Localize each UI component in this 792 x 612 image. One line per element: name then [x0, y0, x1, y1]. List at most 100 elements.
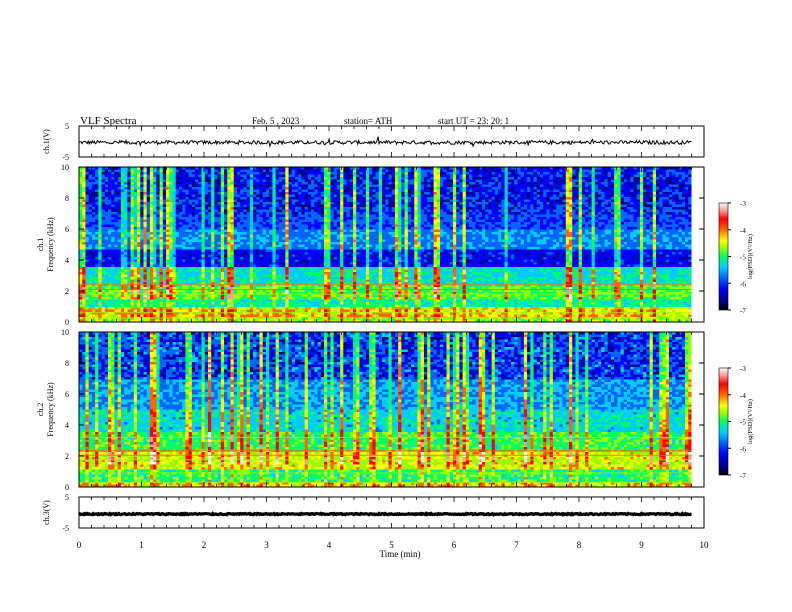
- psd-cell: [217, 179, 222, 183]
- psd-cell: [137, 189, 141, 193]
- psd-cell: [362, 202, 367, 205]
- psd-cell: [433, 222, 438, 225]
- psd-cell: [459, 227, 464, 230]
- psd-cell: [111, 207, 115, 210]
- psd-cell: [662, 184, 667, 188]
- psd-cell: [288, 194, 293, 198]
- psd-cell: [185, 209, 189, 213]
- psd-cell: [485, 174, 489, 178]
- psd-cell: [398, 199, 402, 203]
- psd-cell: [224, 207, 228, 210]
- psd-cell: [510, 187, 515, 190]
- psd-cell: [569, 217, 573, 220]
- psd-cell: [95, 184, 99, 188]
- psd-cell: [443, 174, 447, 178]
- psd-cell: [285, 172, 289, 175]
- psd-cell: [140, 209, 144, 213]
- psd-cell: [198, 209, 202, 213]
- psd-cell: [485, 214, 489, 218]
- psd-cell: [95, 207, 99, 210]
- psd-cell: [427, 199, 431, 203]
- psd-cell: [598, 217, 602, 220]
- psd-cell: [185, 222, 189, 225]
- psd-cell: [353, 202, 357, 205]
- psd-cell: [685, 167, 689, 170]
- psd-cell: [298, 212, 302, 215]
- psd-cell: [401, 177, 405, 180]
- psd-cell: [214, 182, 219, 185]
- psd-cell: [433, 224, 438, 228]
- psd-cell: [156, 167, 160, 170]
- psd-cell: [307, 187, 312, 190]
- psd-cell: [688, 204, 692, 208]
- psd-cell: [336, 172, 341, 175]
- psd-cell: [95, 169, 99, 173]
- psd-cell: [340, 202, 344, 205]
- psd-cell: [98, 189, 102, 193]
- psd-cell: [124, 219, 128, 223]
- psd-cell: [488, 202, 493, 205]
- psd-cell: [549, 194, 554, 198]
- psd-cell: [162, 192, 167, 195]
- psd-cell: [488, 194, 493, 198]
- psd-cell: [665, 197, 670, 200]
- psd-cell: [104, 209, 109, 213]
- psd-cell: [169, 227, 173, 230]
- psd-cell: [256, 177, 260, 180]
- psd-cell: [104, 219, 109, 223]
- psd-cell: [114, 229, 119, 233]
- psd-cell: [236, 214, 241, 218]
- psd-cell: [510, 217, 515, 220]
- psd-cell: [659, 197, 663, 200]
- psd-cell: [265, 172, 270, 175]
- psd-cell: [588, 197, 592, 200]
- psd-cell: [404, 182, 409, 185]
- psd-cell: [646, 224, 650, 228]
- psd-cell: [82, 209, 86, 213]
- psd-cell: [185, 227, 189, 230]
- psd-cell: [333, 194, 338, 198]
- psd-cell: [539, 169, 544, 173]
- psd-cell: [265, 229, 270, 233]
- psd-cell: [501, 169, 505, 173]
- psd-cell: [324, 177, 328, 180]
- psd-cell: [668, 207, 673, 210]
- psd-cell: [585, 172, 589, 175]
- psd-cell: [578, 189, 583, 193]
- psd-cell: [604, 202, 609, 205]
- psd-cell: [101, 194, 106, 198]
- psd-cell: [282, 184, 286, 188]
- psd-cell: [523, 217, 528, 220]
- psd-cell: [536, 199, 541, 203]
- psd-cell: [166, 229, 170, 233]
- psd-cell: [588, 204, 592, 208]
- psd-cell: [510, 174, 515, 178]
- psd-cell: [359, 209, 364, 213]
- psd-cell: [246, 197, 251, 200]
- psd-cell: [175, 214, 180, 218]
- psd-cell: [485, 207, 489, 210]
- psd-cell: [475, 209, 480, 213]
- psd-cell: [320, 217, 325, 220]
- psd-cell: [282, 224, 286, 228]
- psd-cell: [469, 222, 473, 225]
- psd-cell: [514, 167, 518, 170]
- psd-cell: [233, 177, 238, 180]
- psd-cell: [278, 219, 283, 223]
- psd-cell: [559, 204, 563, 208]
- psd-cell: [117, 227, 122, 230]
- psd-cell: [375, 197, 380, 200]
- psd-cell: [620, 189, 625, 193]
- psd-cell: [549, 189, 554, 193]
- psd-cell: [475, 204, 480, 208]
- psd-cell: [224, 199, 228, 203]
- psd-cell: [627, 227, 631, 230]
- psd-cell: [401, 179, 405, 183]
- ch1-waveform-trace: [79, 136, 692, 148]
- psd-cell: [643, 169, 647, 173]
- psd-cell: [614, 219, 618, 223]
- psd-cell: [253, 194, 257, 198]
- psd-cell: [159, 202, 164, 205]
- psd-cell: [307, 189, 312, 193]
- psd-cell: [420, 184, 425, 188]
